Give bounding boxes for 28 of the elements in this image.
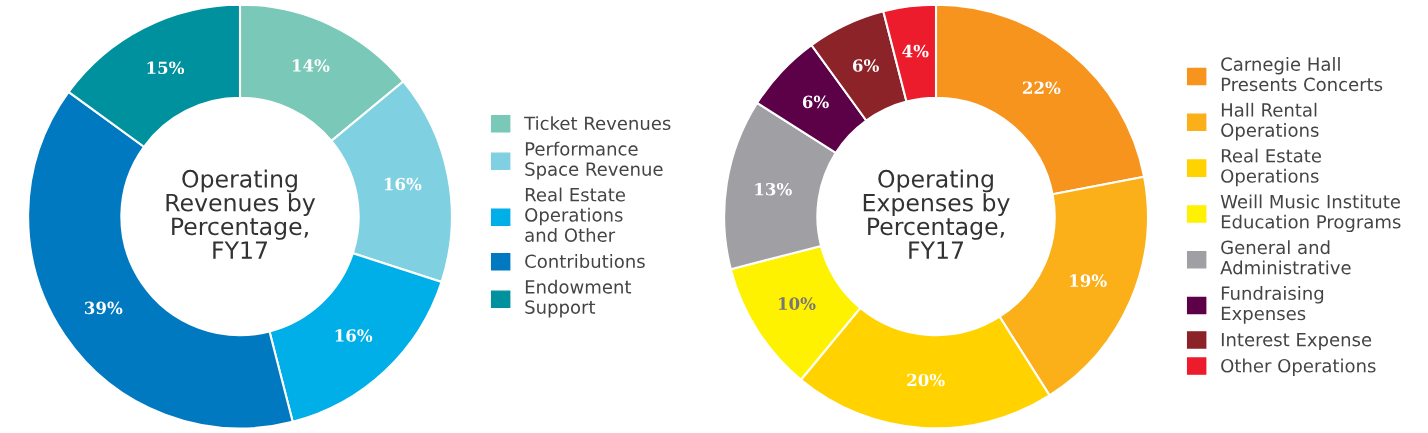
data-label: 10% [778, 297, 816, 310]
data-label: 19% [1070, 274, 1107, 287]
data-label: 4% [902, 44, 929, 58]
legend-label: Ticket Revenues [524, 116, 671, 131]
data-label: 13% [755, 182, 792, 196]
legend-label: Real Estate Operations and Other [525, 187, 625, 242]
text: Operating Revenues by Percentage, FY17 [166, 169, 316, 259]
data-label: 16% [384, 177, 422, 191]
data-label: 39% [84, 301, 123, 315]
data-label: 14% [292, 59, 330, 72]
legend-label: Performance Space Revenue [525, 141, 663, 180]
data-label: 16% [335, 329, 373, 342]
text: Operating Expenses by Percentage, FY17 [863, 169, 1010, 259]
legend-label: Interest Expense [1221, 332, 1372, 350]
legend-label: Weill Music Institute Education Programs [1220, 194, 1401, 233]
legend-label: Real Estate Operations [1221, 148, 1321, 187]
data-label: 20% [907, 373, 945, 387]
legend-label: Fundraising Expenses [1221, 286, 1324, 324]
legend-label: Hall Rental Operations [1221, 102, 1319, 141]
data-label: 22% [1022, 81, 1061, 94]
legend-label: Endowment Support [525, 279, 632, 318]
legend-label: Other Operations [1221, 358, 1376, 377]
legend-label: Contributions [525, 254, 645, 269]
legend-label: General and Administrative [1220, 240, 1351, 275]
data-label: 6% [852, 59, 879, 72]
data-label: 6% [802, 95, 829, 109]
legend-label: Carnegie Hall Presents Concerts [1221, 56, 1383, 92]
data-label: 15% [147, 61, 185, 75]
